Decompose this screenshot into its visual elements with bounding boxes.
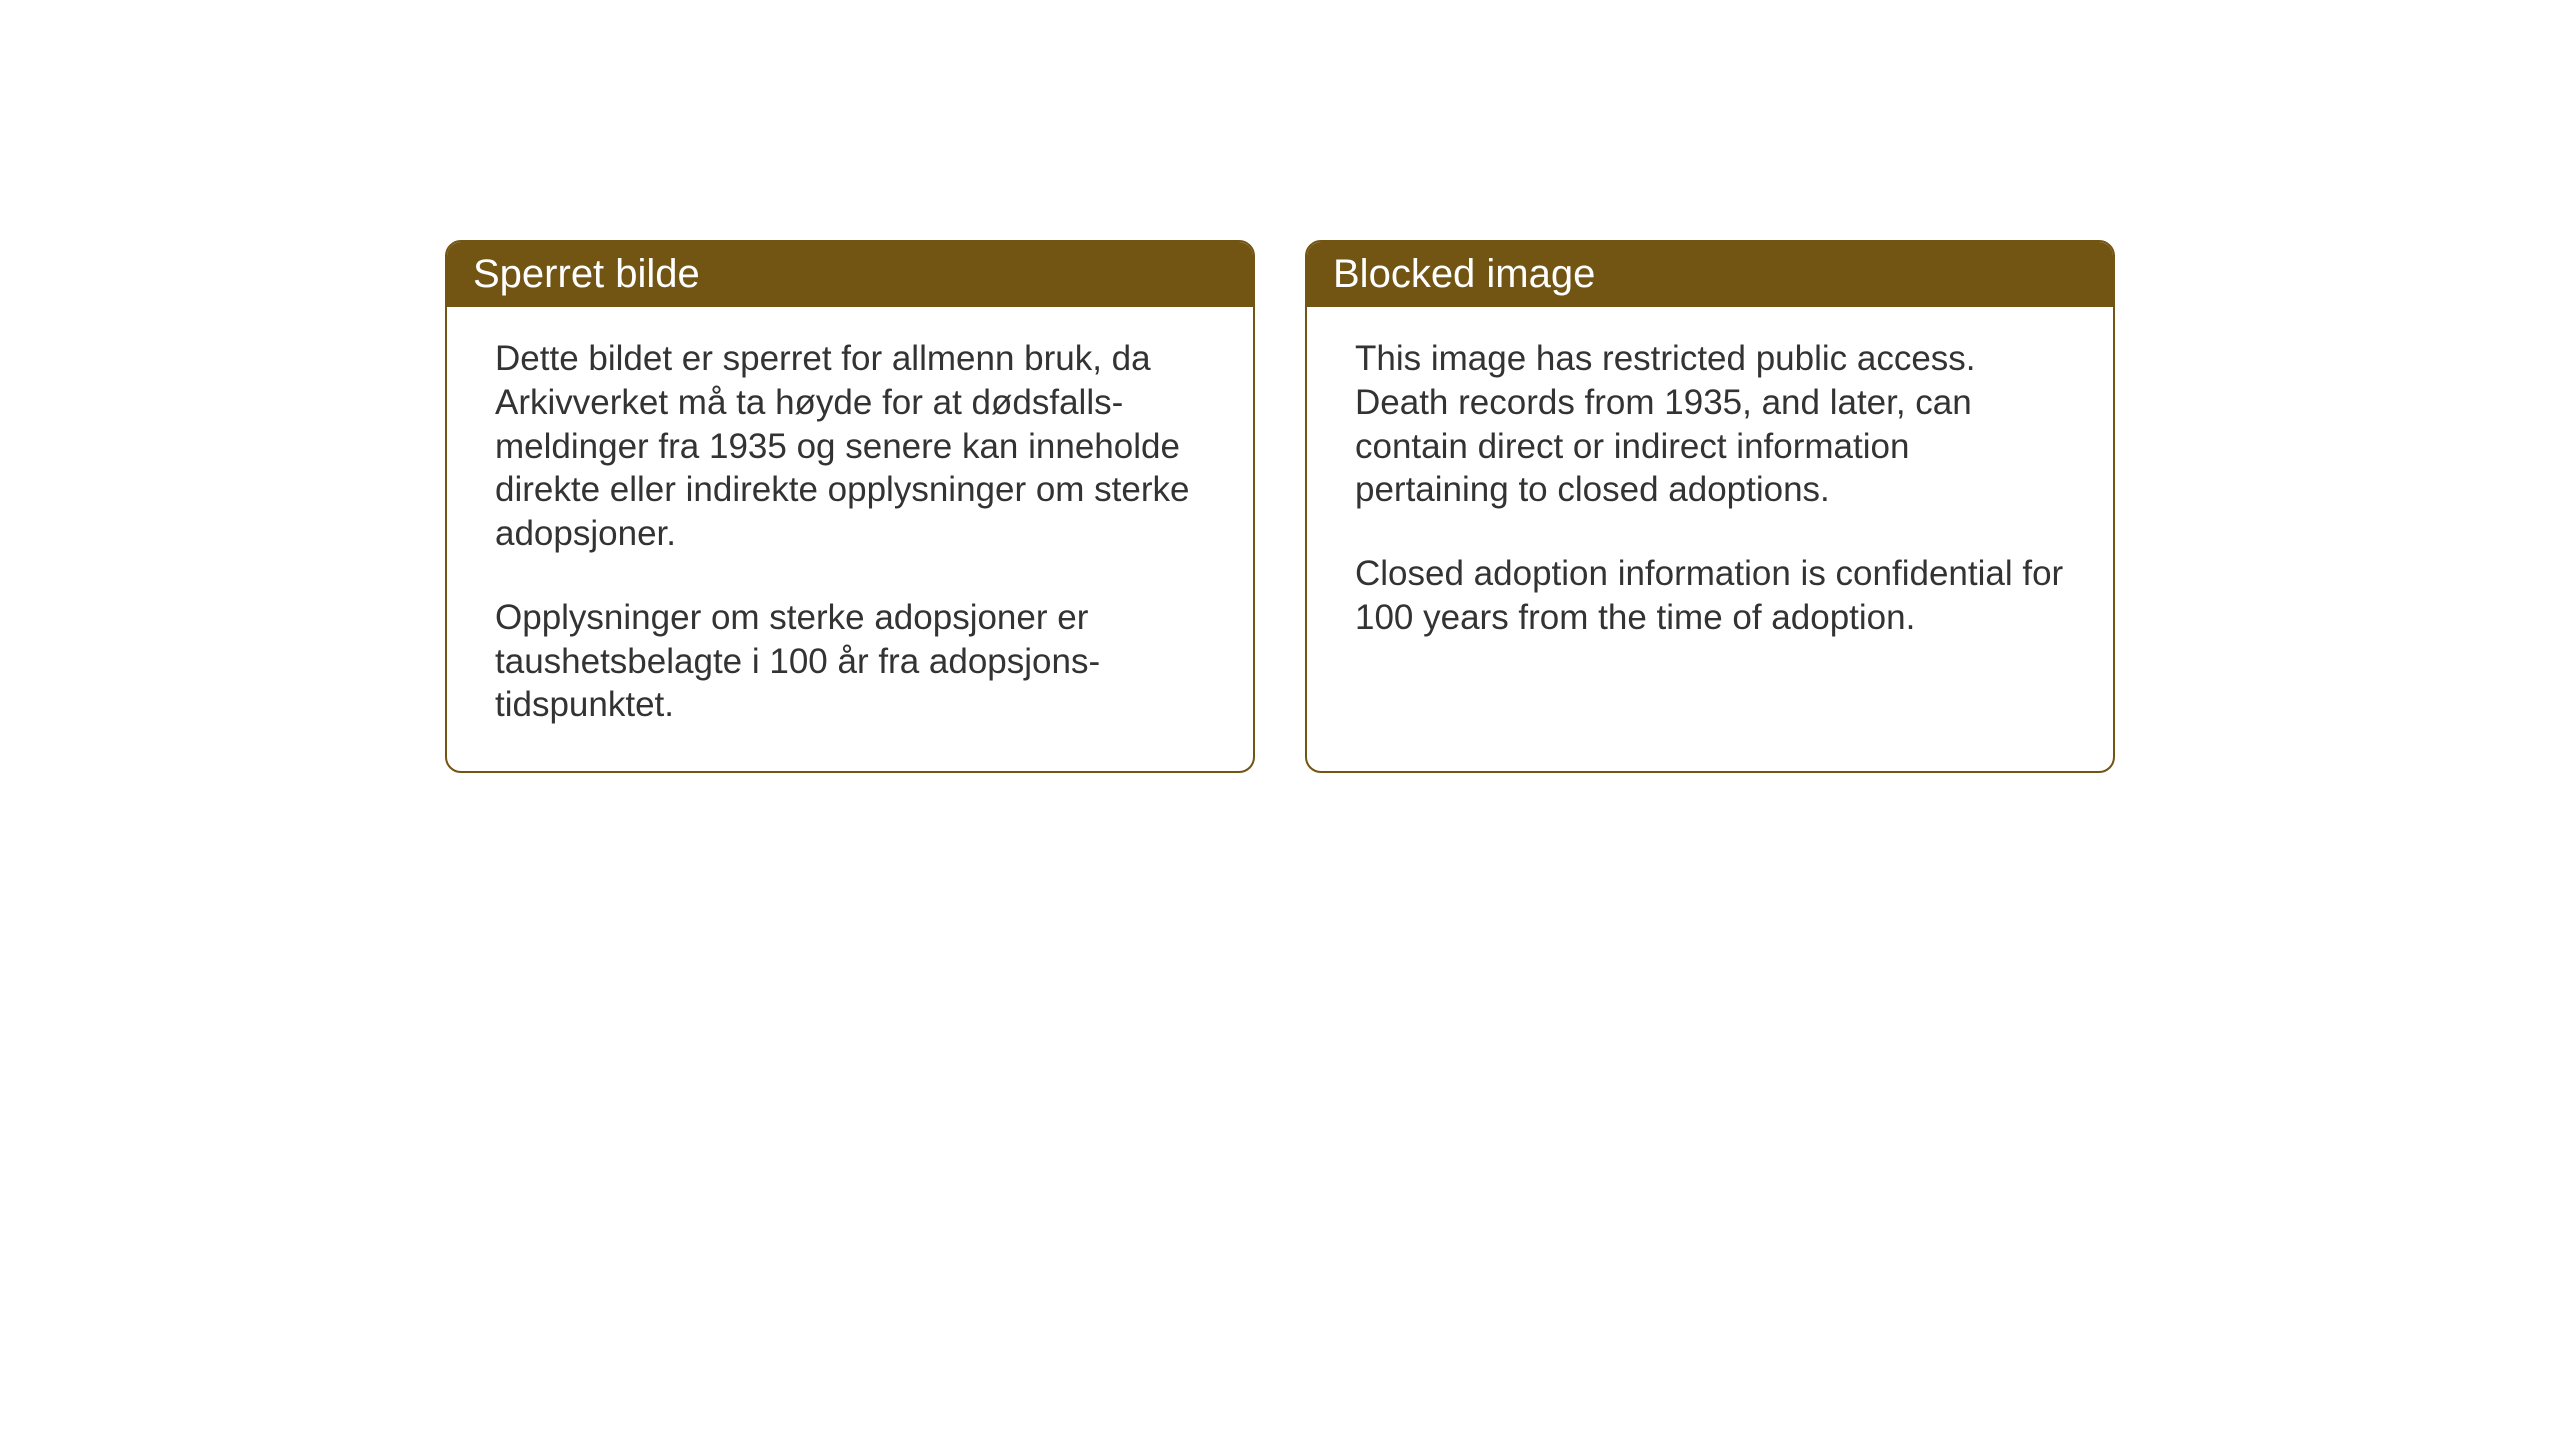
notice-box-english: Blocked image This image has restricted …	[1305, 240, 2115, 773]
notice-body-english: This image has restricted public access.…	[1307, 307, 2113, 684]
notice-paragraph-1-english: This image has restricted public access.…	[1355, 337, 2065, 512]
notice-container: Sperret bilde Dette bildet er sperret fo…	[445, 240, 2115, 773]
notice-header-norwegian: Sperret bilde	[447, 242, 1253, 307]
notice-body-norwegian: Dette bildet er sperret for allmenn bruk…	[447, 307, 1253, 771]
notice-paragraph-1-norwegian: Dette bildet er sperret for allmenn bruk…	[495, 337, 1205, 556]
notice-header-english: Blocked image	[1307, 242, 2113, 307]
notice-paragraph-2-english: Closed adoption information is confident…	[1355, 552, 2065, 640]
notice-box-norwegian: Sperret bilde Dette bildet er sperret fo…	[445, 240, 1255, 773]
notice-paragraph-2-norwegian: Opplysninger om sterke adopsjoner er tau…	[495, 596, 1205, 727]
